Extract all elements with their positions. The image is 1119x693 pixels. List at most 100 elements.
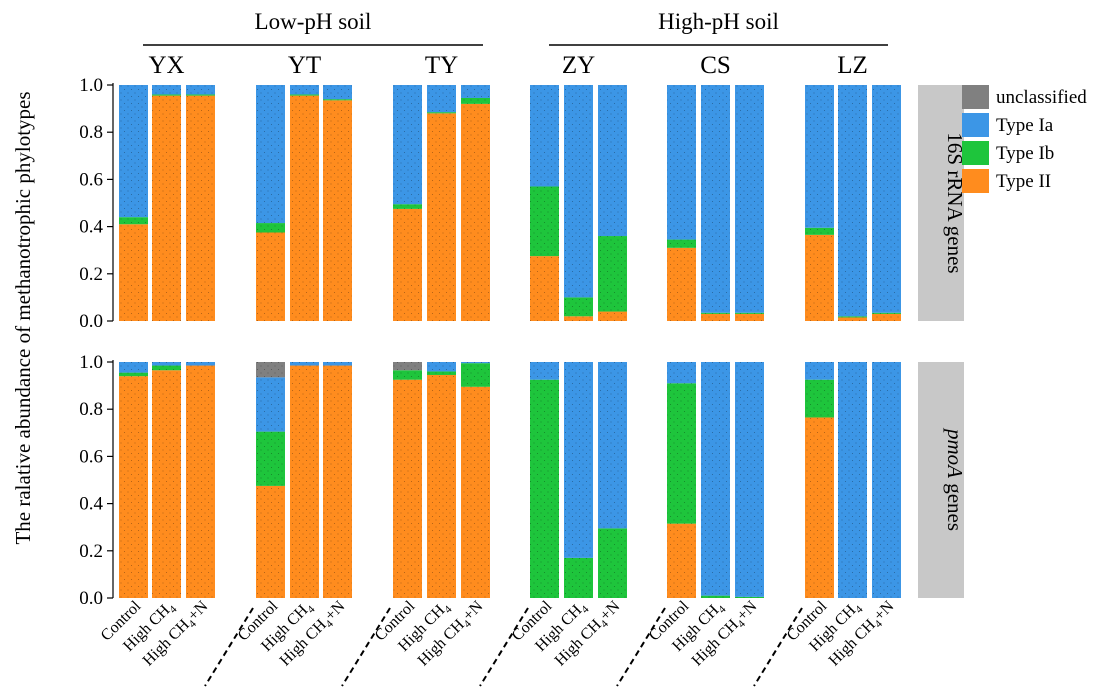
site-separator [341,607,391,687]
bar-texture [256,362,285,378]
bar-texture [461,386,490,598]
bar-zy-1 [530,85,559,321]
bar-texture [461,362,490,364]
bar-texture [393,208,422,321]
bar-yt-2 [290,85,319,322]
bar-texture [393,370,422,380]
bar-texture [256,85,285,224]
y-tick-label: 0.2 [79,541,103,562]
bar-cs-3 [735,85,764,321]
bar-texture [323,365,352,598]
panel-strip-label: pmoA genes [943,427,967,531]
bar-lz-1 [805,85,834,321]
legend-swatch-unclassified [962,85,989,109]
bar-texture [256,431,285,486]
y-tick-label: 0.6 [79,169,103,190]
bar-texture [805,417,834,598]
bar-lz-1 [805,362,834,598]
legend-label-unclassified: unclassified [996,87,1087,108]
y-axis-title-group: The ralative abundance of methanotrophic… [11,91,35,544]
bar-texture [598,528,627,598]
bar-texture [530,362,559,380]
bar-texture [256,232,285,321]
panel-strip [918,85,964,321]
y-tick-label: 0.2 [79,264,103,285]
bar-texture [461,85,490,98]
legend-label-typeIa: Type Ia [996,115,1054,136]
panel-strip [918,362,964,598]
panel-2: 0.0 0.2 0.4 0.6 0.8 1.0 pmoA genes [79,352,967,609]
bar-texture [427,362,456,372]
bar-texture [701,313,730,321]
bar-texture [805,362,834,380]
bar-texture [323,362,352,366]
bar-texture [393,362,422,371]
bar-texture [427,85,456,113]
bar-texture [290,94,319,96]
bar-texture [119,362,148,373]
bar-texture [461,363,490,387]
bar-ty-3 [461,362,490,598]
bar-texture [393,379,422,598]
bar-ty-2 [427,362,456,598]
bar-texture [186,362,215,366]
bar-texture [256,485,285,598]
site-label-cs: CS [700,52,731,79]
bar-cs-2 [701,85,730,321]
soil-group-title: High-pH soil [658,9,779,34]
legend-swatch-typeIb [962,141,989,165]
bar-texture [735,312,764,314]
y-tick-label: 0.0 [79,311,103,332]
bar-texture [186,94,215,96]
bar-texture [290,95,319,322]
bar-texture [872,313,901,321]
bar-texture [186,95,215,322]
bar-texture [838,362,867,598]
site-label-yt: YT [288,52,321,79]
bar-texture [805,379,834,418]
bar-texture [805,85,834,228]
bar-texture [152,362,181,366]
bar-texture [186,365,215,598]
y-tick-label: 0.4 [79,494,103,515]
bar-texture [564,85,593,298]
bar-texture [598,362,627,529]
bar-yx-2 [152,85,181,322]
bar-yt-3 [323,362,352,598]
bar-texture [838,316,867,318]
bar-yt-1 [256,85,285,321]
bar-zy-2 [564,85,593,321]
bar-texture [701,595,730,598]
bar-lz-3 [872,362,901,598]
bar-texture [805,227,834,235]
legend-label-typeIb: Type Ib [996,143,1054,164]
bar-texture [290,365,319,598]
y-tick-label: 1.0 [79,75,103,96]
bar-texture [152,365,181,371]
site-separator [479,607,529,687]
bar-texture [290,85,319,95]
bar-texture [323,85,352,100]
bar-yx-3 [186,85,215,322]
site-label-yx: YX [148,52,184,79]
bar-texture [564,316,593,321]
bar-texture [598,311,627,321]
bar-texture [119,224,148,321]
bar-cs-1 [667,85,696,321]
bar-texture [872,312,901,314]
bar-texture [667,239,696,248]
bar-lz-2 [838,85,867,321]
bar-texture [735,85,764,313]
bar-texture [323,100,352,321]
bar-yt-2 [290,362,319,598]
bar-texture [119,217,148,225]
bar-cs-3 [735,362,764,598]
bar-texture [119,372,148,377]
y-tick-label: 0.4 [79,217,103,238]
bar-texture [530,186,559,257]
bar-texture [805,234,834,321]
bar-texture [598,85,627,237]
bar-texture [152,370,181,598]
bar-texture [119,85,148,218]
